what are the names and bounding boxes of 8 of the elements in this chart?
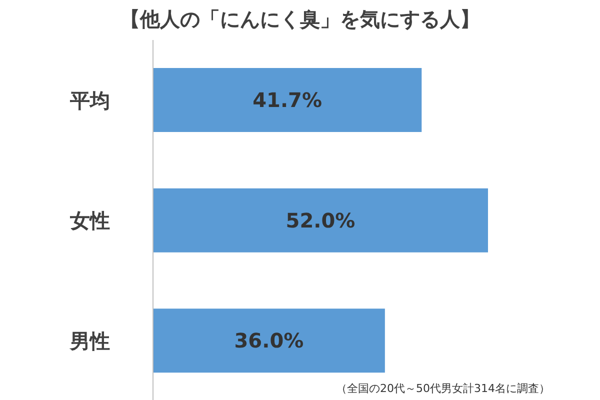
annotation: （全国の20代～50代男女計314名に調査） [336, 381, 550, 396]
data-label: 41.7% [252, 88, 322, 112]
data-label: 36.0% [234, 328, 304, 353]
y-tick-label: 女性 [69, 208, 110, 233]
y-tick-label: 平均 [69, 88, 110, 112]
chart-title: 【他人の「にんにく臭」を気にする人】 [119, 6, 481, 33]
data-label: 52.0% [286, 208, 356, 232]
y-tick-label: 男性 [69, 328, 110, 353]
